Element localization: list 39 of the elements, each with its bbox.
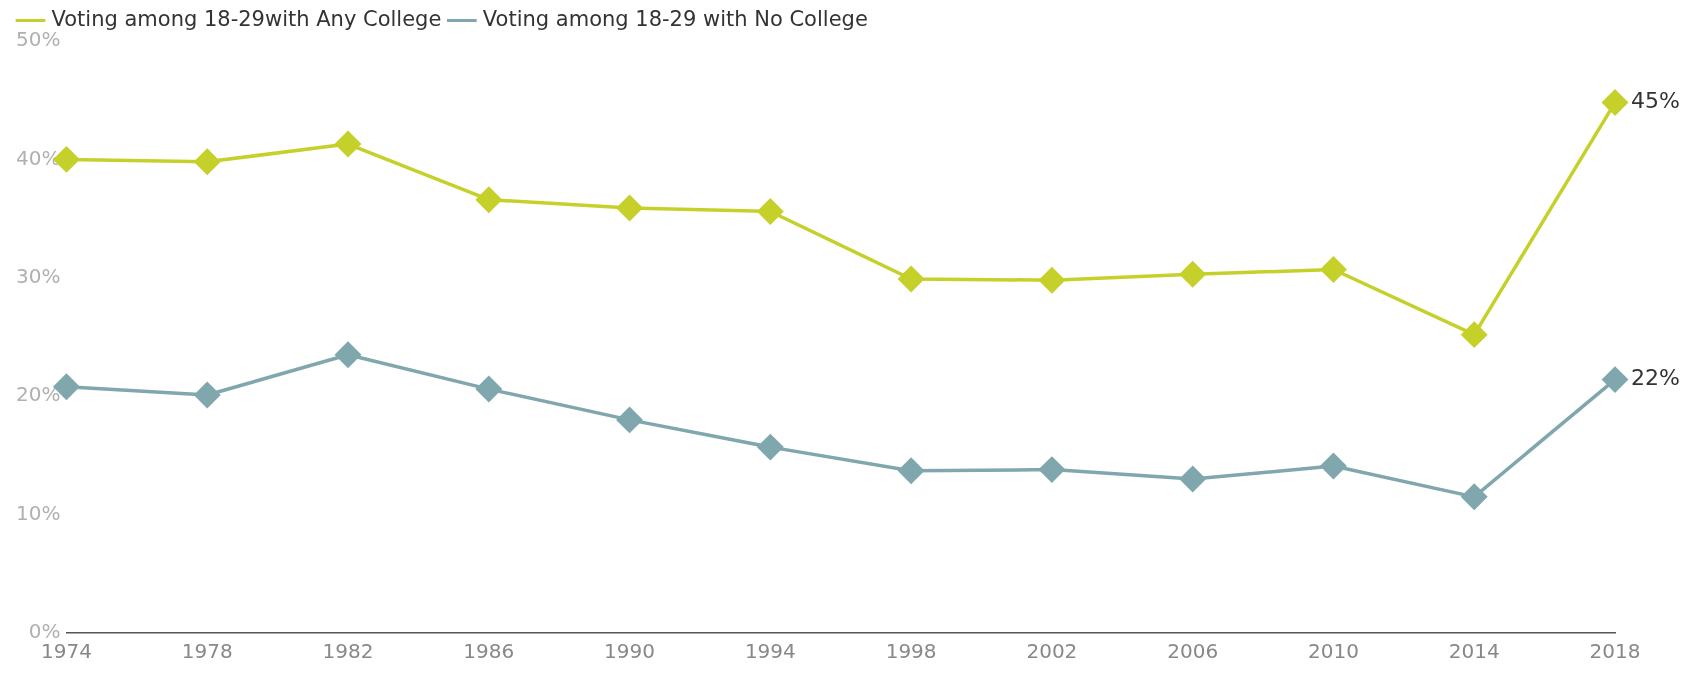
point [194, 382, 220, 408]
point [757, 434, 784, 460]
point [1320, 256, 1347, 283]
point [476, 376, 502, 402]
point [194, 149, 220, 175]
point [1320, 453, 1347, 479]
point [1461, 484, 1487, 510]
point [1179, 466, 1206, 492]
x-tick-label: 2010 [1307, 639, 1359, 664]
point [1461, 321, 1487, 348]
y-tick-label: 20% [16, 382, 61, 407]
point [1602, 89, 1628, 116]
x-tick-label: 2006 [1167, 639, 1219, 664]
point [335, 131, 361, 157]
point [1602, 366, 1628, 393]
annotation: 22% [1631, 365, 1680, 391]
annotation: 45% [1631, 88, 1680, 114]
x-tick-label: 2018 [1589, 639, 1641, 664]
x-tick-label: 1982 [322, 639, 374, 664]
y-tick-label: 30% [16, 264, 61, 288]
point [1039, 456, 1065, 483]
x-tick-label: 2002 [1026, 639, 1078, 664]
x-tick-label: 2014 [1448, 639, 1500, 664]
point [1179, 261, 1206, 287]
legend-label: Voting among 18-29 with No College [482, 6, 868, 31]
x-tick-label: 1978 [181, 639, 233, 664]
x-tick-label: 1990 [604, 639, 656, 664]
point [616, 195, 643, 221]
point [898, 266, 924, 292]
point [335, 342, 361, 368]
point [1039, 267, 1065, 293]
x-tick-label: 1986 [463, 639, 515, 664]
point [476, 186, 502, 213]
point [757, 198, 784, 225]
point [616, 407, 643, 433]
y-tick-label: 10% [16, 500, 61, 525]
point [898, 458, 924, 484]
x-tick-label: 1998 [885, 639, 937, 664]
x-tick-label: 1994 [744, 639, 796, 664]
